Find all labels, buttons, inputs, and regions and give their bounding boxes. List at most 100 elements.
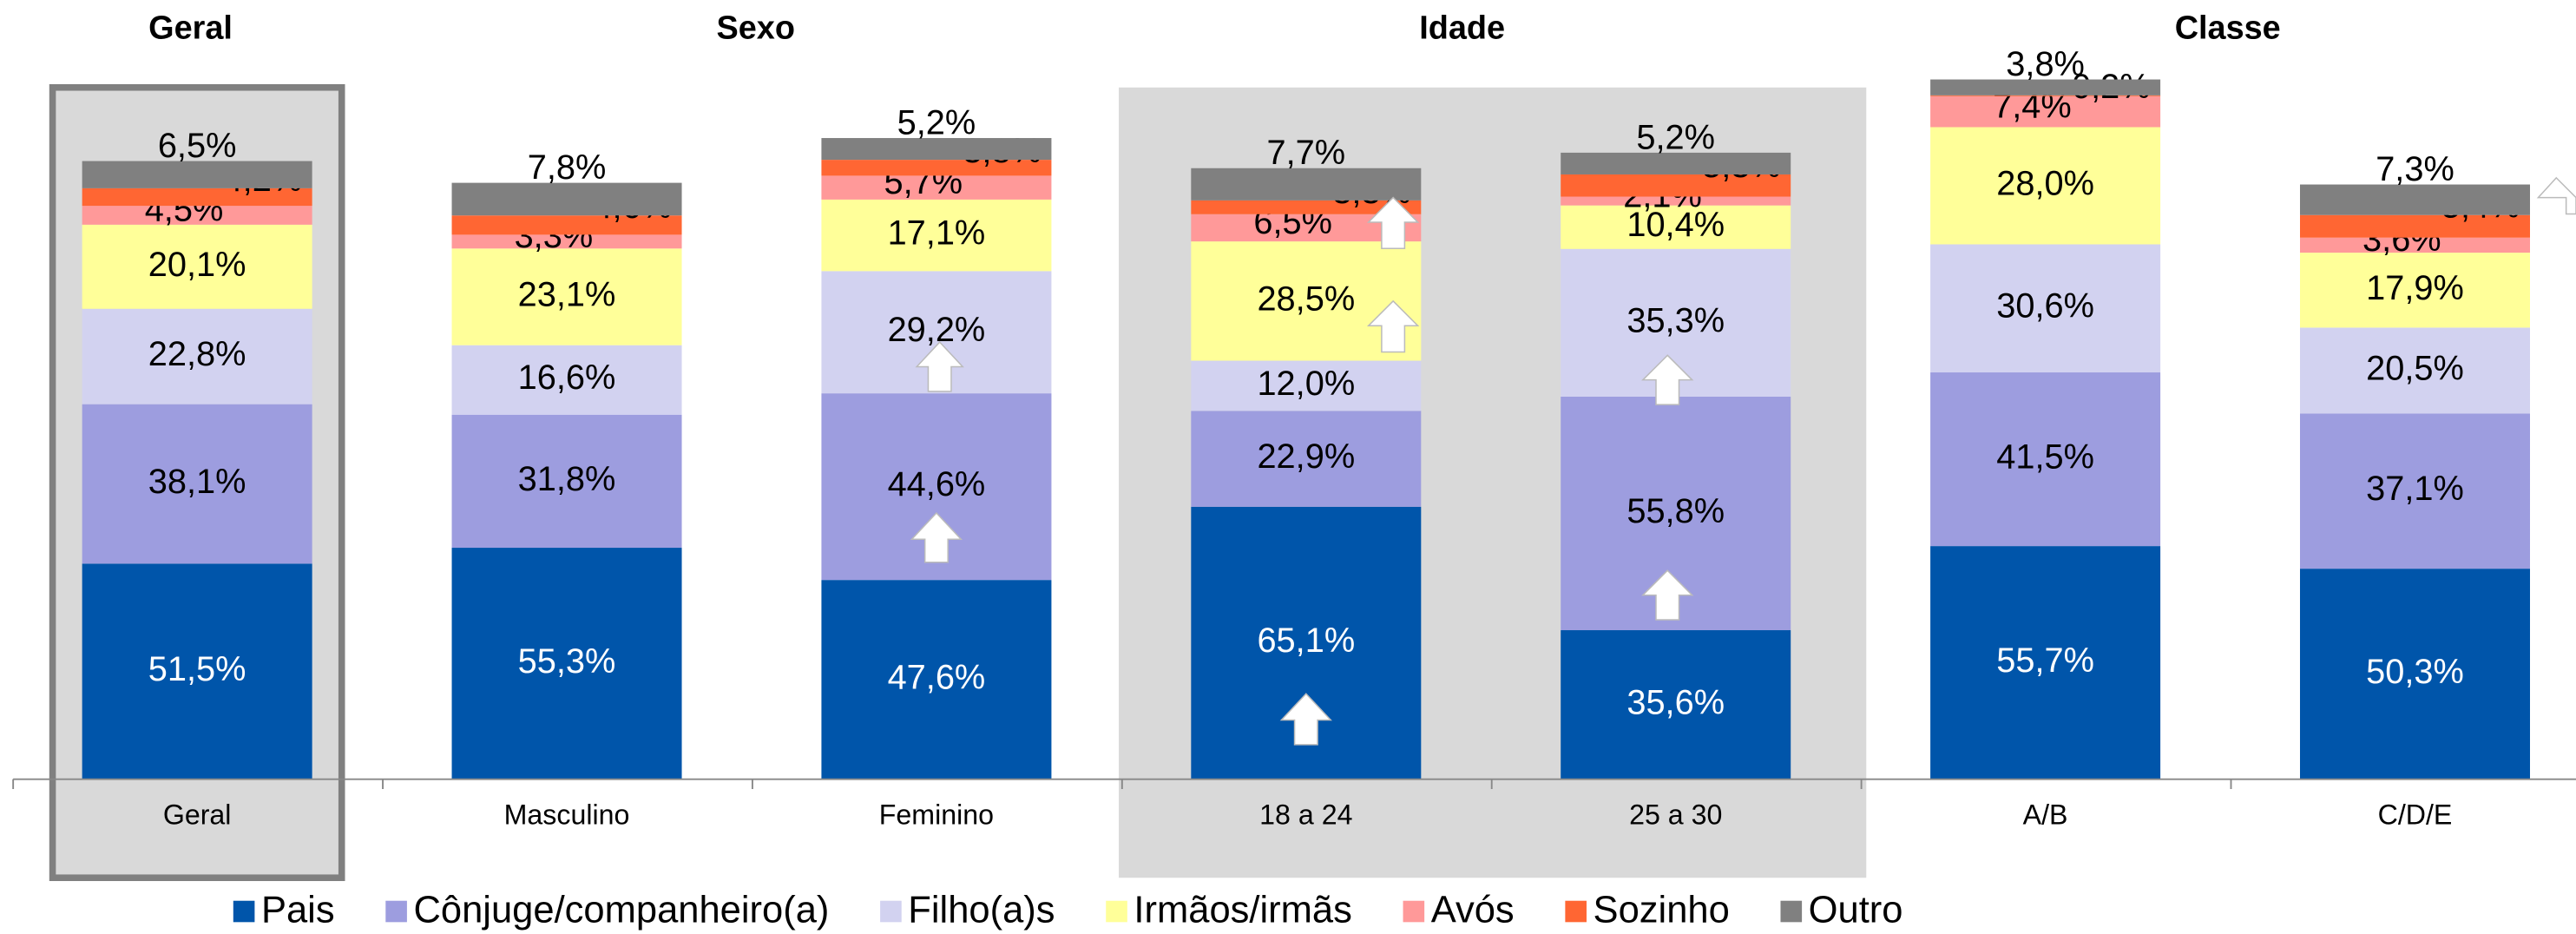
data-label: 7,3% [2376, 150, 2454, 188]
x-tick-label: 25 a 30 [1629, 799, 1722, 831]
bar-segment [82, 224, 312, 309]
legend-label: Pais [261, 889, 335, 931]
bar-segment [451, 234, 682, 249]
data-label: 65,1% [1257, 622, 1355, 660]
legend-swatch [1780, 900, 1803, 923]
bar-segment [821, 580, 1052, 779]
bar-segment [82, 563, 312, 779]
data-label: 7,8% [528, 148, 607, 187]
legend-label: Sozinho [1594, 889, 1730, 931]
arrow [910, 511, 963, 563]
data-label: 41,5% [1996, 438, 2094, 477]
bar-segment [451, 414, 682, 549]
data-label: 6,5% [158, 127, 237, 165]
bar-segment [1191, 168, 1422, 201]
group-label: Classe [2175, 10, 2281, 47]
bar-segment [82, 404, 312, 564]
bar-segment [2300, 413, 2530, 569]
data-label: 17,9% [2366, 269, 2464, 307]
data-label: 20,1% [148, 246, 246, 284]
bar-segment [82, 206, 312, 225]
bar-segment [1191, 200, 1422, 214]
data-label: 55,7% [1996, 641, 2094, 680]
data-label: 10,4% [1626, 206, 1725, 244]
group-label: Geral [148, 10, 233, 47]
data-label: 7,7% [1267, 134, 1346, 172]
x-tick-label: A/B [2023, 799, 2068, 831]
arrow [1641, 569, 1694, 621]
arrow [1366, 196, 1420, 250]
legend-swatch [1106, 900, 1127, 923]
legend-swatch [880, 900, 902, 923]
group-label: Sexo [716, 10, 794, 47]
data-label: 35,3% [1626, 301, 1725, 339]
legend-swatch [1403, 900, 1425, 923]
data-label: 47,6% [888, 658, 986, 696]
x-tick-label: Geral [163, 799, 232, 831]
bar-segment [1561, 630, 1791, 779]
bar-segment [2300, 253, 2530, 328]
legend-swatch [233, 900, 255, 923]
data-label: 35,6% [1626, 683, 1725, 721]
bar-segment [1930, 244, 2161, 373]
x-tick-label: 18 a 24 [1259, 799, 1352, 831]
bar-segment [1930, 127, 2161, 245]
significance-arrows [910, 176, 2576, 746]
data-label: 29,2% [888, 311, 986, 349]
arrow [1366, 299, 1420, 353]
x-tick-label: C/D/E [2378, 799, 2453, 831]
legend-label: Irmãos/irmãs [1134, 889, 1351, 931]
arrow [2536, 176, 2576, 215]
legend-label: Outro [1809, 889, 1903, 931]
bar-segment [1930, 79, 2161, 95]
legend-swatch [385, 900, 407, 923]
bar-segment [1930, 95, 2161, 96]
bar-segment [451, 248, 682, 345]
bar-segment [821, 138, 1052, 161]
bar-segment [2300, 237, 2530, 253]
arrow [915, 341, 964, 392]
arrow [1641, 354, 1694, 405]
data-label: 37,1% [2366, 470, 2464, 508]
legend-label: Filho(a)s [908, 889, 1055, 931]
bar-segment [2300, 184, 2530, 215]
data-label: 5,2% [897, 103, 976, 141]
bar-segment [82, 161, 312, 188]
data-label: 28,0% [1996, 164, 2094, 202]
data-label: 51,5% [148, 650, 246, 688]
data-label: 44,6% [888, 465, 986, 503]
group-label: Idade [1419, 10, 1505, 47]
bar-segment [451, 215, 682, 235]
data-label: 22,8% [148, 335, 246, 373]
bar-segment [2300, 327, 2530, 414]
plot: 51,5%38,1%22,8%20,1%4,5%4,2%6,5%Geral55,… [12, 10, 2576, 931]
data-label: 30,6% [1996, 287, 2094, 326]
data-label: 55,8% [1626, 492, 1725, 530]
data-label: 17,1% [888, 214, 986, 253]
bar-segment [1561, 196, 1791, 206]
bar-segment [451, 345, 682, 415]
bar-segment [821, 199, 1052, 272]
bar-segment [1191, 411, 1422, 507]
bar-segment [1930, 95, 2161, 128]
bar-segment [1561, 152, 1791, 174]
bar-segment [1561, 205, 1791, 249]
bar-segment [1930, 546, 2161, 779]
bar-segment [82, 187, 312, 207]
bar-segment [2300, 214, 2530, 238]
data-label: 55,3% [518, 642, 616, 681]
data-label: 3,8% [2006, 45, 2085, 83]
legend-label: Avós [1431, 889, 1515, 931]
data-label: 20,5% [2366, 349, 2464, 387]
legend-label: Cônjuge/companheiro(a) [413, 889, 829, 931]
data-label: 31,8% [518, 460, 616, 498]
data-label: 28,5% [1257, 280, 1355, 318]
bar-segment [1561, 174, 1791, 197]
data-label: 5,2% [1636, 118, 1715, 156]
data-label: 16,6% [518, 358, 616, 397]
data-label: 22,9% [1257, 437, 1355, 476]
x-tick-label: Masculino [504, 799, 630, 831]
x-tick-label: Feminino [879, 799, 994, 831]
bar-segment [821, 160, 1052, 176]
